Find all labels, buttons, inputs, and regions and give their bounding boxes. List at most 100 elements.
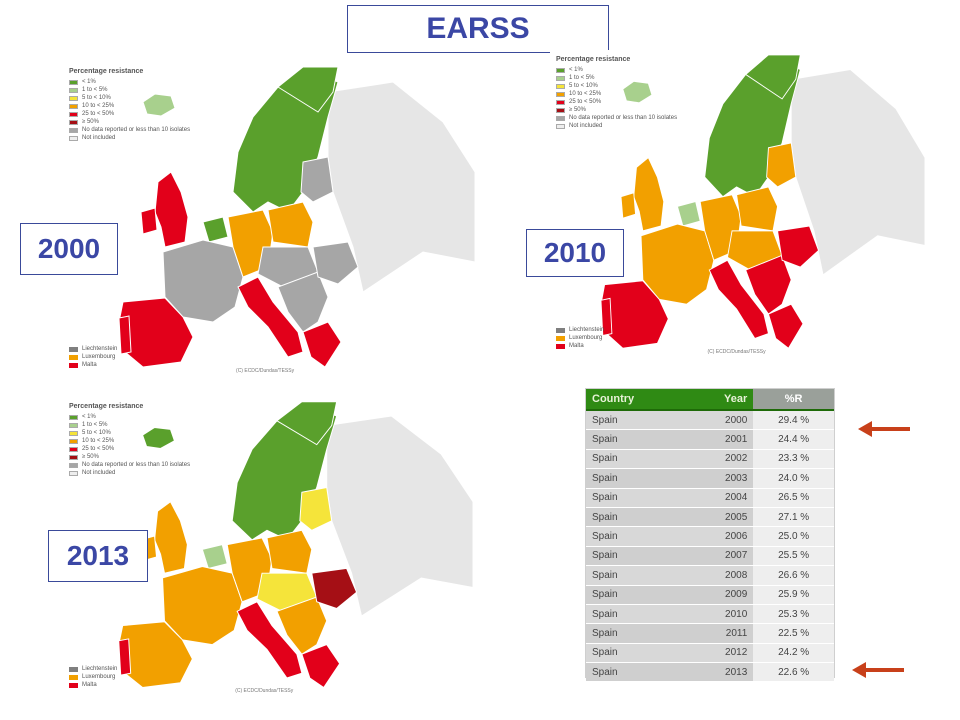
legend-item: 1 to < 5% xyxy=(69,86,190,94)
cell-percent-r: 26.5 % xyxy=(753,488,834,508)
small-country-legend: Liechtenstein Luxembourg Malta xyxy=(556,326,604,350)
legend-label: ≥ 50% xyxy=(82,119,99,125)
legend-swatch xyxy=(556,83,565,89)
legend-item: Liechtenstein xyxy=(69,665,117,673)
legend-label: < 1% xyxy=(82,79,96,85)
legend-swatch xyxy=(69,127,78,133)
legend-swatch xyxy=(69,414,78,420)
country-region-iceland xyxy=(142,426,176,449)
cell-country: Spain xyxy=(586,565,688,586)
legend-swatch xyxy=(69,430,78,436)
legend-label: Malta xyxy=(82,362,97,368)
cell-percent-r: 25.9 % xyxy=(753,585,834,605)
cell-country: Spain xyxy=(586,507,688,528)
legend-label: Liechtenstein xyxy=(82,346,118,352)
cell-year: 2007 xyxy=(687,546,754,567)
legend-label: < 1% xyxy=(82,414,96,420)
cell-percent-r: 25.0 % xyxy=(753,526,834,547)
legend-swatch xyxy=(69,79,78,85)
cell-percent-r: 23.3 % xyxy=(753,449,834,470)
legend-label: No data reported or less than 10 isolate… xyxy=(569,115,678,121)
cell-percent-r: 22.6 % xyxy=(753,662,834,683)
cell-country: Spain xyxy=(586,604,688,625)
table-row: Spain 2010 25.3 % xyxy=(586,604,834,625)
legend-swatch xyxy=(69,119,78,125)
legend-item: 5 to < 10% xyxy=(556,82,677,90)
country-region-poland xyxy=(267,201,314,248)
country-region-poland xyxy=(736,186,779,232)
legend-item: 1 to < 5% xyxy=(556,74,677,82)
country-region-portugal xyxy=(118,638,132,676)
legend-swatch xyxy=(556,91,565,97)
legend-item: Liechtenstein xyxy=(556,326,604,334)
legend-item: No data reported or less than 10 isolate… xyxy=(69,126,190,134)
table-row: Spain 2002 23.3 % xyxy=(586,449,834,470)
country-region-uk xyxy=(154,501,188,574)
cell-year: 2011 xyxy=(687,623,754,644)
legend-label: Malta xyxy=(569,343,584,349)
cell-year: 2009 xyxy=(687,585,754,605)
cell-year: 2012 xyxy=(687,643,754,664)
cell-year: 2004 xyxy=(687,488,754,508)
legend-label: Luxembourg xyxy=(82,674,116,680)
europe-map-2010: Percentage resistance < 1% 1 to < 5% 5 to <… xyxy=(550,50,925,358)
small-country-legend: Liechtenstein Luxembourg Malta xyxy=(69,665,117,689)
table-row: Spain 2006 25.0 % xyxy=(586,526,834,547)
country-region-baltics xyxy=(766,142,797,188)
legend-label: 25 to < 50% xyxy=(82,446,115,452)
legend-label: No data reported or less than 10 isolate… xyxy=(82,127,191,133)
map-legend: Percentage resistance < 1% 1 to < 5% 5 to <… xyxy=(69,403,190,477)
legend-item: 10 to < 25% xyxy=(69,102,190,110)
legend-item: ≥ 50% xyxy=(556,106,677,114)
legend-item: Malta xyxy=(69,361,117,369)
legend-label: Not included xyxy=(82,470,116,476)
legend-item: < 1% xyxy=(69,413,190,421)
legend-swatch xyxy=(69,135,78,141)
table-row: Spain 2000 29.4 % xyxy=(586,410,834,431)
page-title: EARSS xyxy=(347,5,609,53)
country-region-benelux xyxy=(202,216,229,243)
legend-title: Percentage resistance xyxy=(69,403,144,410)
legend-label: 5 to < 10% xyxy=(569,83,598,89)
country-region-iceland xyxy=(142,93,176,117)
legend-label: < 1% xyxy=(569,67,583,73)
arrow-left-icon xyxy=(858,421,910,437)
legend-item: ≥ 50% xyxy=(69,453,190,461)
legend-label: 1 to < 5% xyxy=(82,422,108,428)
legend-swatch xyxy=(69,682,78,688)
country-region-greece xyxy=(302,321,342,368)
country-region-baltics xyxy=(299,486,333,531)
legend-swatch xyxy=(69,666,78,672)
country-region-uk xyxy=(633,156,665,232)
cell-year: 2000 xyxy=(687,410,754,431)
cell-percent-r: 24.4 % xyxy=(753,429,834,450)
table-row: Spain 2007 25.5 % xyxy=(586,546,834,567)
legend-swatch xyxy=(556,99,565,105)
cell-year: 2006 xyxy=(687,526,754,547)
cell-percent-r: 22.5 % xyxy=(753,623,834,644)
legend-swatch xyxy=(69,103,78,109)
legend-label: 5 to < 10% xyxy=(82,95,111,101)
cell-percent-r: 26.6 % xyxy=(753,565,834,586)
country-region-portugal xyxy=(118,315,132,355)
legend-item: Not included xyxy=(556,122,677,130)
legend-swatch xyxy=(69,346,78,352)
legend-swatch xyxy=(69,354,78,360)
table-row: Spain 2012 24.2 % xyxy=(586,643,834,664)
legend-item: Luxembourg xyxy=(69,353,117,361)
legend-swatch xyxy=(556,327,565,333)
cell-country: Spain xyxy=(586,662,688,683)
legend-label: 10 to < 25% xyxy=(82,438,115,444)
legend-label: Liechtenstein xyxy=(82,666,118,672)
country-region-ireland xyxy=(140,207,158,235)
legend-label: 1 to < 5% xyxy=(82,87,108,93)
country-region-romania xyxy=(777,225,820,268)
legend-swatch xyxy=(69,674,78,680)
table-row: Spain 2005 27.1 % xyxy=(586,507,834,528)
country-region-baltics xyxy=(300,156,334,203)
cell-country: Spain xyxy=(586,526,688,547)
country-region-italy xyxy=(237,276,304,358)
legend-item: 5 to < 10% xyxy=(69,429,190,437)
legend-label: Not included xyxy=(569,123,603,129)
country-region-nordic2 xyxy=(276,401,338,446)
